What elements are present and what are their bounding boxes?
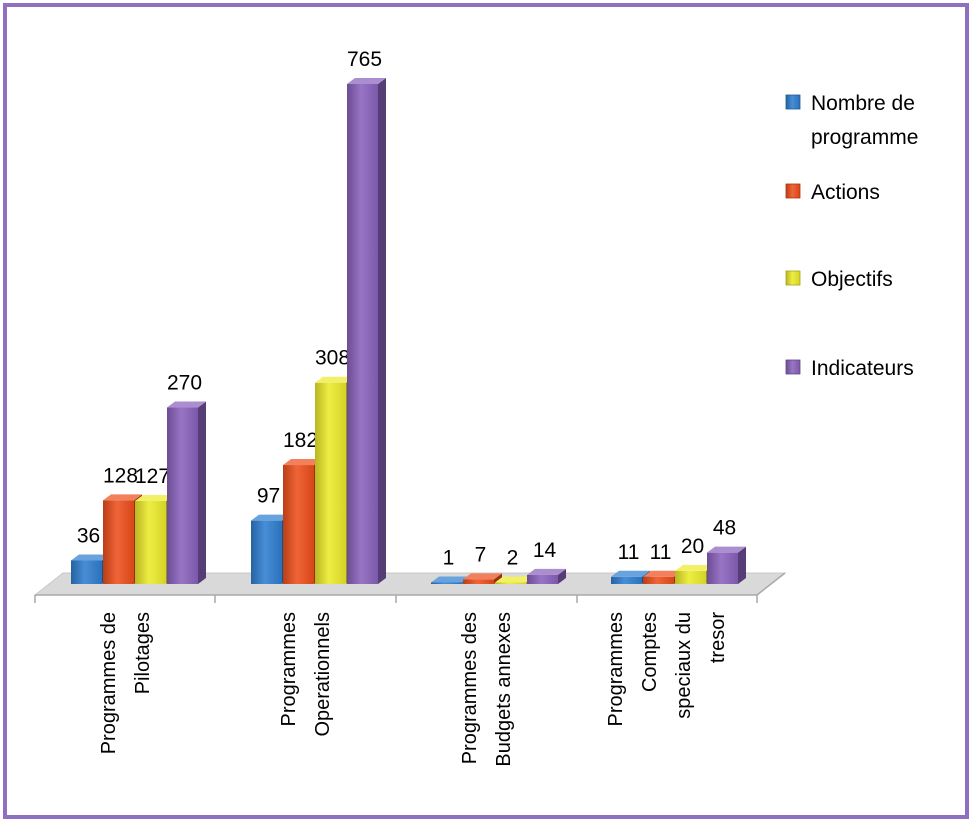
bar-top xyxy=(643,570,682,577)
data-label: 127 xyxy=(135,465,170,488)
data-label: 2 xyxy=(507,547,519,570)
category-label-line: Programmes xyxy=(605,612,627,726)
bar-side xyxy=(558,568,566,584)
category-label: Programmes Operationnels xyxy=(278,612,334,737)
data-label: 7 xyxy=(475,543,487,566)
category-label-line: Pilotages xyxy=(132,612,154,694)
bar-3-3 xyxy=(707,546,746,584)
category-label-line: Budgets annexes xyxy=(493,612,515,767)
bar-front xyxy=(71,560,102,584)
x-axis-depth-line xyxy=(756,572,786,596)
legend-label: Actions xyxy=(811,181,880,204)
data-label: 36 xyxy=(77,524,100,547)
bar-front xyxy=(643,576,674,584)
bar-top xyxy=(707,546,746,553)
legend-swatch xyxy=(785,270,801,286)
bar-top xyxy=(675,564,714,571)
bar-top xyxy=(71,554,110,561)
bar-front xyxy=(347,84,378,584)
bar-top xyxy=(495,576,534,583)
category-label-line: Programmes des xyxy=(459,612,481,764)
bar-top xyxy=(103,494,142,501)
bar-top xyxy=(315,376,354,383)
category-label-line: Programmes xyxy=(278,612,300,726)
legend-swatch xyxy=(785,359,801,375)
bar-top xyxy=(347,78,386,84)
data-label: 14 xyxy=(533,539,557,562)
bar-front xyxy=(675,570,706,584)
bar-front xyxy=(315,382,346,584)
data-label: 270 xyxy=(167,372,202,395)
category-label: Programmes Comptes speciaux du tresor xyxy=(605,612,729,727)
bar-front xyxy=(283,465,314,584)
bar-top xyxy=(251,514,290,521)
bar-front xyxy=(167,407,198,584)
data-label: 128 xyxy=(103,464,138,487)
bar-top xyxy=(135,494,174,501)
bar-top xyxy=(463,573,502,580)
bar-front xyxy=(251,520,282,584)
legend-swatch xyxy=(785,94,801,110)
category-label-line: tresor xyxy=(707,612,729,663)
category-label-line: Comptes xyxy=(639,612,661,692)
data-label: 97 xyxy=(257,485,280,508)
bar-front xyxy=(707,552,738,584)
legend-label: Nombre de xyxy=(811,92,915,115)
bar-top xyxy=(431,576,470,583)
bar-side xyxy=(198,401,206,584)
category-label-line: speciaux du xyxy=(673,612,695,719)
data-label: 1 xyxy=(443,547,455,570)
bar-front xyxy=(431,582,462,584)
bar-2-1 xyxy=(463,573,502,584)
bar-side xyxy=(494,573,502,584)
bar-0-3 xyxy=(167,401,206,584)
category-label-line: Programmes de xyxy=(98,612,120,754)
bar-top xyxy=(527,568,566,575)
bar-side xyxy=(738,546,746,584)
bar-front xyxy=(463,579,494,584)
category-label-line: Operationnels xyxy=(312,612,334,737)
bar-front xyxy=(495,582,526,584)
data-label: 20 xyxy=(681,535,704,558)
data-label: 11 xyxy=(650,541,672,564)
bar-1-3 xyxy=(347,78,386,584)
legend-item: Objectifs xyxy=(785,268,893,291)
legend-label: Indicateurs xyxy=(811,357,914,380)
legend-item: Actions xyxy=(785,181,880,204)
legend-label: Objectifs xyxy=(811,268,893,291)
data-label: 48 xyxy=(713,517,736,540)
bar-front xyxy=(611,576,642,584)
data-label: 11 xyxy=(618,541,640,564)
bar-top xyxy=(167,401,206,408)
data-label: 765 xyxy=(347,48,382,71)
bar-top xyxy=(611,570,650,577)
legend-item: Nombre de programme xyxy=(785,92,918,149)
data-label: 308 xyxy=(315,347,350,370)
legend-label: programme xyxy=(811,126,918,149)
bar-top xyxy=(283,459,322,466)
bar-2-3 xyxy=(527,568,566,584)
category-label: Programmes de Pilotages xyxy=(98,612,154,754)
chart-frame xyxy=(3,3,969,819)
bar-front xyxy=(135,500,166,584)
bar-front xyxy=(103,500,134,584)
bar-front xyxy=(527,574,558,584)
category-label: Programmes des Budgets annexes xyxy=(459,612,515,767)
legend-swatch xyxy=(785,183,801,199)
legend-item: Indicateurs xyxy=(785,357,914,380)
bar-side xyxy=(378,78,386,584)
data-label: 182 xyxy=(283,429,318,452)
